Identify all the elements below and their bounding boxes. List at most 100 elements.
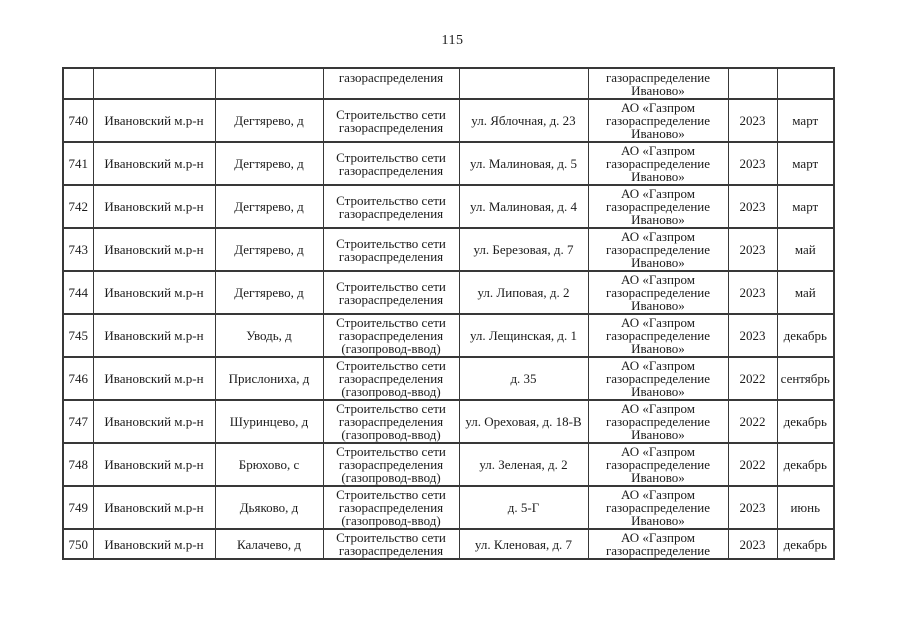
cell-year: 2023 [727, 485, 778, 530]
cell-company: АО «Газпром газораспределение Иваново» [587, 98, 729, 143]
cell-year [727, 67, 778, 100]
cell-work-type: Строительство сети газораспределения (га… [322, 442, 460, 487]
table-row-742: 742 Ивановский м.р-н Дегтярево, д Строит… [62, 184, 835, 229]
cell-row-number: 749 [62, 485, 94, 530]
cell-work-type: Строительство сети газораспределения [322, 528, 460, 560]
cell-row-number [62, 67, 94, 100]
cell-settlement: Дегтярево, д [214, 98, 324, 143]
cell-company: АО «Газпром газораспределение [587, 528, 729, 560]
cell-company: АО «Газпром газораспределение Иваново» [587, 270, 729, 315]
cell-district: Ивановский м.р-н [92, 141, 216, 186]
cell-address: ул. Березовая, д. 7 [458, 227, 589, 272]
cell-month: декабрь [776, 313, 835, 358]
cell-company: АО «Газпром газораспределение Иваново» [587, 313, 729, 358]
cell-year: 2023 [727, 270, 778, 315]
cell-address: ул. Ореховая, д. 18-В [458, 399, 589, 444]
cell-row-number: 744 [62, 270, 94, 315]
cell-address: д. 5-Г [458, 485, 589, 530]
cell-address: ул. Малиновая, д. 5 [458, 141, 589, 186]
gasification-schedule-table: газораспределения газораспределение Иван… [62, 67, 835, 560]
cell-settlement: Прислониха, д [214, 356, 324, 401]
cell-settlement: Дегтярево, д [214, 270, 324, 315]
cell-district: Ивановский м.р-н [92, 313, 216, 358]
table-row-745: 745 Ивановский м.р-н Уводь, д Строительс… [62, 313, 835, 358]
cell-month: июнь [776, 485, 835, 530]
cell-month: май [776, 270, 835, 315]
cell-district: Ивановский м.р-н [92, 528, 216, 560]
cell-address: ул. Лещинская, д. 1 [458, 313, 589, 358]
cell-settlement: Дегтярево, д [214, 227, 324, 272]
cell-company: АО «Газпром газораспределение Иваново» [587, 485, 729, 530]
cell-company: АО «Газпром газораспределение Иваново» [587, 399, 729, 444]
cell-row-number: 743 [62, 227, 94, 272]
cell-address: д. 35 [458, 356, 589, 401]
cell-work-type: газораспределения [322, 67, 460, 100]
cell-month: декабрь [776, 442, 835, 487]
cell-address: ул. Малиновая, д. 4 [458, 184, 589, 229]
cell-company: АО «Газпром газораспределение Иваново» [587, 356, 729, 401]
cell-address [458, 67, 589, 100]
cell-work-type: Строительство сети газораспределения (га… [322, 356, 460, 401]
cell-address: ул. Липовая, д. 2 [458, 270, 589, 315]
table-row-750: 750 Ивановский м.р-н Калачево, д Строите… [62, 528, 835, 560]
table-row-741: 741 Ивановский м.р-н Дегтярево, д Строит… [62, 141, 835, 186]
cell-address: ул. Яблочная, д. 23 [458, 98, 589, 143]
table-row-740: 740 Ивановский м.р-н Дегтярево, д Строит… [62, 98, 835, 143]
page-number: 115 [441, 33, 464, 48]
cell-settlement: Дегтярево, д [214, 141, 324, 186]
cell-settlement: Шуринцево, д [214, 399, 324, 444]
table-row-743: 743 Ивановский м.р-н Дегтярево, д Строит… [62, 227, 835, 272]
cell-settlement [214, 67, 324, 100]
cell-row-number: 741 [62, 141, 94, 186]
cell-work-type: Строительство сети газораспределения [322, 227, 460, 272]
cell-month: сентябрь [776, 356, 835, 401]
cell-company: АО «Газпром газораспределение Иваново» [587, 442, 729, 487]
cell-settlement: Уводь, д [214, 313, 324, 358]
table-row-744: 744 Ивановский м.р-н Дегтярево, д Строит… [62, 270, 835, 315]
cell-month: декабрь [776, 399, 835, 444]
cell-settlement: Дьяково, д [214, 485, 324, 530]
cell-year: 2022 [727, 442, 778, 487]
table-row-746: 746 Ивановский м.р-н Прислониха, д Строи… [62, 356, 835, 401]
cell-row-number: 746 [62, 356, 94, 401]
cell-year: 2023 [727, 98, 778, 143]
cell-work-type: Строительство сети газораспределения [322, 98, 460, 143]
cell-settlement: Калачево, д [214, 528, 324, 560]
cell-company: газораспределение Иваново» [587, 67, 729, 100]
cell-work-type: Строительство сети газораспределения [322, 270, 460, 315]
cell-district: Ивановский м.р-н [92, 485, 216, 530]
cell-address: ул. Кленовая, д. 7 [458, 528, 589, 560]
cell-district: Ивановский м.р-н [92, 270, 216, 315]
table-row-748: 748 Ивановский м.р-н Брюхово, с Строител… [62, 442, 835, 487]
cell-row-number: 742 [62, 184, 94, 229]
cell-row-number: 745 [62, 313, 94, 358]
cell-district: Ивановский м.р-н [92, 184, 216, 229]
cell-work-type: Строительство сети газораспределения (га… [322, 485, 460, 530]
cell-company: АО «Газпром газораспределение Иваново» [587, 141, 729, 186]
cell-work-type: Строительство сети газораспределения (га… [322, 399, 460, 444]
cell-district: Ивановский м.р-н [92, 399, 216, 444]
cell-month: декабрь [776, 528, 835, 560]
cell-month: май [776, 227, 835, 272]
cell-row-number: 748 [62, 442, 94, 487]
table-row-749: 749 Ивановский м.р-н Дьяково, д Строител… [62, 485, 835, 530]
cell-year: 2023 [727, 528, 778, 560]
table-row-747: 747 Ивановский м.р-н Шуринцево, д Строит… [62, 399, 835, 444]
cell-year: 2023 [727, 313, 778, 358]
cell-year: 2023 [727, 184, 778, 229]
cell-month: март [776, 98, 835, 143]
cell-company: АО «Газпром газораспределение Иваново» [587, 227, 729, 272]
cell-year: 2022 [727, 356, 778, 401]
cell-row-number: 747 [62, 399, 94, 444]
cell-district: Ивановский м.р-н [92, 442, 216, 487]
cell-month: март [776, 184, 835, 229]
cell-row-number: 740 [62, 98, 94, 143]
cell-district: Ивановский м.р-н [92, 98, 216, 143]
cell-work-type: Строительство сети газораспределения [322, 141, 460, 186]
cell-year: 2023 [727, 227, 778, 272]
table-row-carryover: газораспределения газораспределение Иван… [62, 67, 835, 100]
cell-settlement: Дегтярево, д [214, 184, 324, 229]
cell-work-type: Строительство сети газораспределения (га… [322, 313, 460, 358]
cell-work-type: Строительство сети газораспределения [322, 184, 460, 229]
